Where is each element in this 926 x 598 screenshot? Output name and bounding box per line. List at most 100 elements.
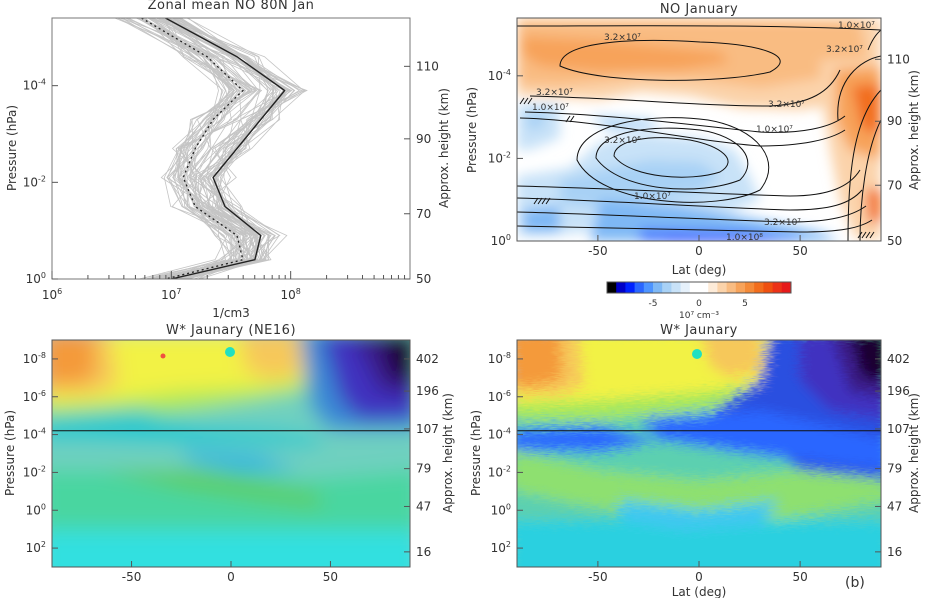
profile-x-label: 1/cm3	[212, 306, 250, 320]
x-tick-label: 50	[792, 570, 807, 584]
wstar-ne16-title: W* Jaunary (NE16)	[166, 323, 296, 338]
y2-tick-label: 402	[887, 352, 910, 366]
ensemble-line	[148, 18, 258, 279]
y2-tick-label: 79	[416, 462, 431, 476]
y-tick-label: 10-2	[23, 174, 46, 189]
y2-tick-label: 47	[416, 499, 431, 513]
y-tick-exponent: 0	[41, 271, 46, 280]
x-tick-label: -50	[122, 570, 142, 584]
y-tick-exponent: 0	[41, 502, 46, 511]
wstar-x-label: Lat (deg)	[672, 585, 727, 598]
y2-tick-label: 110	[887, 52, 910, 66]
x-tick-exponent: 8	[296, 287, 301, 296]
colorbar-swatch	[763, 282, 774, 293]
profile-title: Zonal mean NO 80N Jan	[148, 0, 315, 13]
y-tick-label: 10-6	[23, 389, 46, 404]
y-tick-exponent: 2	[41, 540, 46, 549]
y-tick-exponent: -2	[503, 150, 511, 159]
ensemble-line	[140, 18, 246, 279]
wstar-ne16-y2-label: Approx. height (km)	[441, 393, 455, 513]
panel-wstar-ne16: W* Jaunary (NE16)	[3, 323, 455, 584]
y2-tick-label: 196	[887, 384, 910, 398]
profile-dotted-mean-line	[141, 18, 244, 279]
ensemble-line	[141, 18, 238, 279]
wstar-ne16-y-label: Pressure (hPa)	[3, 410, 17, 496]
no-january-title: NO January	[660, 2, 738, 17]
y-tick-exponent: -4	[38, 427, 46, 436]
colorbar-swatch	[699, 282, 709, 293]
colorbar-units: 10⁷ cm⁻³	[679, 311, 719, 321]
y-tick-exponent: -8	[38, 351, 46, 360]
no-january-y2-label: Approx. height (km)	[907, 70, 921, 190]
colorbar-frame	[606, 281, 792, 294]
y-tick-label: 10-2	[488, 150, 511, 165]
y2-tick-label: 90	[416, 132, 431, 146]
colorbar-swatch	[754, 282, 764, 293]
y2-tick-label: 402	[416, 352, 439, 366]
contour-label: 1.0×10⁷	[838, 21, 875, 31]
x-tick-label: -50	[588, 570, 608, 584]
wstar-y-label: Pressure (hPa)	[469, 410, 483, 496]
y-tick-exponent: -4	[503, 427, 511, 436]
contour-label: 3.2×10⁶	[604, 136, 641, 146]
no-january-contours	[517, 25, 881, 241]
x-tick-label: 108	[280, 287, 300, 302]
x-tick-label: 50	[323, 570, 338, 584]
x-tick-label: 0	[695, 244, 703, 258]
y-tick-label: 10-4	[23, 427, 46, 442]
y-tick-label: 100	[491, 502, 511, 517]
wstar-ne16-spot	[160, 353, 166, 359]
contour-label: 1.0×10⁷	[756, 125, 793, 135]
y-tick-exponent: 2	[506, 540, 511, 549]
y-tick-label: 10-4	[488, 68, 511, 83]
colorbar-tick-label: 0	[696, 299, 702, 309]
y-tick-exponent: 0	[506, 502, 511, 511]
y-tick-exponent: -4	[503, 68, 511, 77]
no-january-colorbar: -5 0 5	[606, 281, 792, 309]
y-tick-exponent: -2	[38, 174, 46, 183]
colorbar-tick-label: -5	[649, 299, 658, 309]
x-tick-label: 50	[792, 244, 807, 258]
y2-tick-label: 110	[416, 59, 439, 73]
colorbar-swatch	[781, 282, 792, 293]
colorbar-swatch	[745, 282, 755, 293]
wstar-spot	[692, 349, 702, 359]
y-tick-label: 100	[491, 233, 511, 248]
y-tick-exponent: -6	[38, 389, 46, 398]
wstar-ne16-filled-field	[52, 340, 410, 567]
ensemble-line	[139, 18, 250, 279]
panel-profile: Zonal mean NO 80N Jan 106 107 108 10-4 10-2 1…	[5, 0, 451, 320]
y2-tick-label: 196	[416, 384, 439, 398]
contour-label: 3.2×10⁷	[768, 100, 805, 110]
ensemble-line	[160, 18, 295, 279]
contour-label: 1.0×10⁷	[634, 192, 671, 202]
no-january-y-label: Pressure (hPa)	[465, 87, 479, 173]
no-january-x-label: Lat (deg)	[672, 263, 727, 277]
ensemble-line	[158, 18, 275, 279]
panel-no-january: NO January	[465, 2, 921, 321]
y2-tick-label: 50	[887, 234, 902, 248]
contour-label: 3.2×10⁷	[604, 33, 641, 43]
y2-tick-label: 90	[887, 114, 902, 128]
ensemble-line	[162, 18, 261, 279]
colorbar-swatch	[708, 282, 718, 293]
no-january-hatching	[519, 97, 875, 239]
y-tick-label: 10-2	[488, 464, 511, 479]
colorbar-swatch	[717, 282, 728, 293]
y-tick-label: 10-2	[23, 464, 46, 479]
y2-tick-label: 79	[887, 462, 902, 476]
x-tick-label: 106	[42, 287, 62, 302]
y2-tick-label: 16	[887, 545, 902, 559]
colorbar-swatch	[607, 282, 617, 293]
wstar-filled-field	[517, 340, 881, 567]
y-tick-label: 100	[26, 271, 46, 286]
profile-y-label: Pressure (hPa)	[5, 105, 19, 191]
profile-plot-frame	[51, 17, 411, 280]
wstar-y2-label: Approx. height (km)	[907, 393, 921, 513]
profile-ensemble-lines	[114, 18, 308, 279]
profile-y2-label: Approx. height (km)	[437, 88, 451, 208]
colorbar-swatch	[680, 282, 691, 293]
contour-label: 3.2×10⁷	[826, 45, 863, 55]
colorbar-swatch	[689, 282, 700, 293]
